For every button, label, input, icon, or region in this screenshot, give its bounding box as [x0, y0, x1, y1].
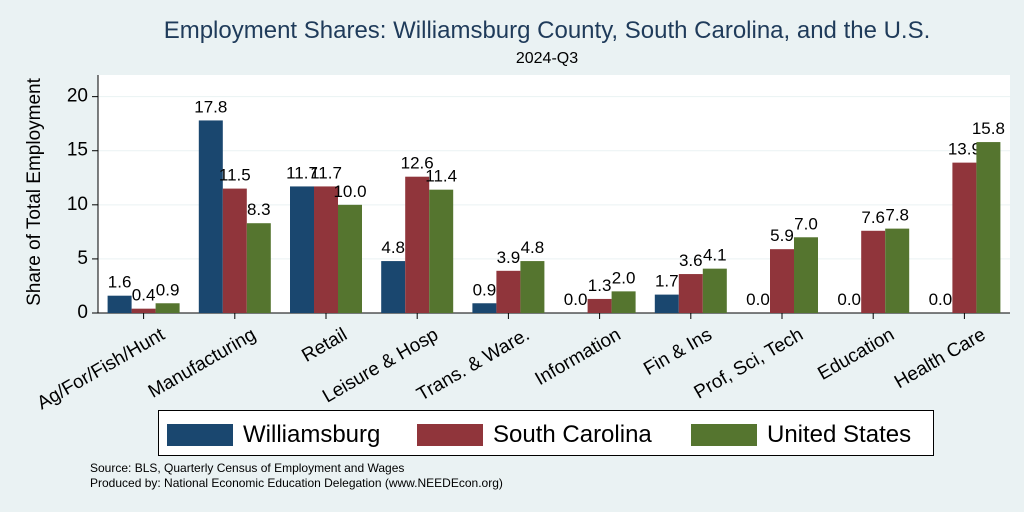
source-note: Source: BLS, Quarterly Census of Employm…: [90, 461, 405, 475]
chart-title: Employment Shares: Williamsburg County, …: [163, 17, 931, 44]
data-label: 0.9: [473, 280, 497, 299]
category-label: Fin & Ins: [640, 324, 715, 380]
data-label: 1.7: [655, 272, 679, 291]
bar: [861, 230, 886, 313]
category-label: Education: [814, 324, 898, 384]
data-label: 11.5: [219, 166, 251, 185]
y-tick-label: 0: [77, 302, 88, 323]
bar: [496, 270, 521, 313]
y-axis-title: Share of Total Employment: [24, 77, 45, 305]
legend-label: Williamsburg: [243, 421, 381, 448]
bar: [952, 162, 977, 313]
legend: Williamsburg South Carolina United State…: [158, 410, 934, 456]
bar: [405, 176, 430, 313]
legend-item-united-states: United States: [691, 421, 911, 449]
data-label: 4.1: [703, 246, 727, 265]
legend-label: South Carolina: [493, 421, 652, 448]
data-label: 0.9: [156, 280, 180, 299]
data-label: 2.0: [612, 268, 636, 287]
data-label: 7.0: [794, 214, 818, 233]
data-label: 0.0: [929, 290, 953, 309]
bar: [155, 303, 180, 313]
legend-swatch: [691, 424, 757, 446]
category-label: Information: [532, 324, 625, 390]
data-label: 15.8: [972, 119, 1005, 138]
y-tick-label: 20: [67, 86, 88, 107]
data-label: 17.8: [194, 97, 227, 116]
legend-item-south-carolina: South Carolina: [417, 421, 652, 449]
y-tick-label: 10: [67, 194, 88, 215]
data-label: 10.0: [333, 182, 366, 201]
data-label: 11.7: [310, 163, 342, 182]
bar: [381, 261, 406, 313]
data-label: 0.0: [837, 290, 861, 309]
bar: [885, 228, 910, 313]
data-label: 7.6: [861, 208, 885, 227]
data-label: 11.4: [425, 167, 457, 186]
data-label: 1.6: [108, 273, 132, 292]
bar: [131, 308, 156, 313]
y-tick-label: 5: [77, 248, 88, 269]
data-label: 3.6: [679, 251, 703, 270]
bar: [198, 120, 223, 313]
bar: [587, 298, 612, 313]
data-label: 0.4: [132, 286, 156, 305]
produced-by-note: Produced by: National Economic Education…: [90, 476, 503, 490]
bar: [770, 249, 794, 313]
bar: [222, 188, 247, 313]
category-label: Retail: [298, 324, 351, 366]
data-label: 7.8: [885, 206, 909, 225]
bar: [246, 223, 271, 313]
data-label: 12.6: [401, 154, 434, 173]
data-label: 4.8: [381, 238, 405, 257]
data-label: 5.9: [770, 226, 794, 245]
data-label: 4.8: [521, 238, 545, 257]
bar: [338, 204, 362, 313]
legend-label: United States: [767, 421, 912, 448]
chart-subtitle: 2024-Q3: [515, 50, 579, 67]
data-label: 11.7: [286, 163, 318, 182]
bar: [611, 291, 636, 313]
data-label: 0.0: [564, 290, 588, 309]
bar: [678, 274, 703, 313]
data-label: 8.3: [247, 200, 271, 219]
category-label: Ag/For/Fish/Hunt: [34, 324, 169, 410]
legend-swatch: [417, 424, 483, 446]
data-label: 13.9: [948, 140, 981, 159]
bar: [107, 295, 132, 313]
bar: [429, 189, 454, 313]
data-label: 1.3: [588, 276, 612, 295]
bar: [794, 237, 818, 313]
bar: [520, 261, 545, 313]
y-tick-label: 15: [67, 140, 88, 161]
bar: [314, 186, 338, 313]
legend-swatch: [167, 424, 233, 446]
bar: [976, 142, 1001, 313]
bar: [472, 303, 497, 313]
data-label: 0.0: [746, 290, 770, 309]
category-label: Health Care: [891, 324, 989, 393]
legend-item-williamsburg: Williamsburg: [167, 421, 380, 449]
bar: [290, 186, 314, 313]
bar: [702, 268, 727, 313]
data-label: 3.9: [497, 248, 521, 267]
bar: [654, 294, 679, 313]
